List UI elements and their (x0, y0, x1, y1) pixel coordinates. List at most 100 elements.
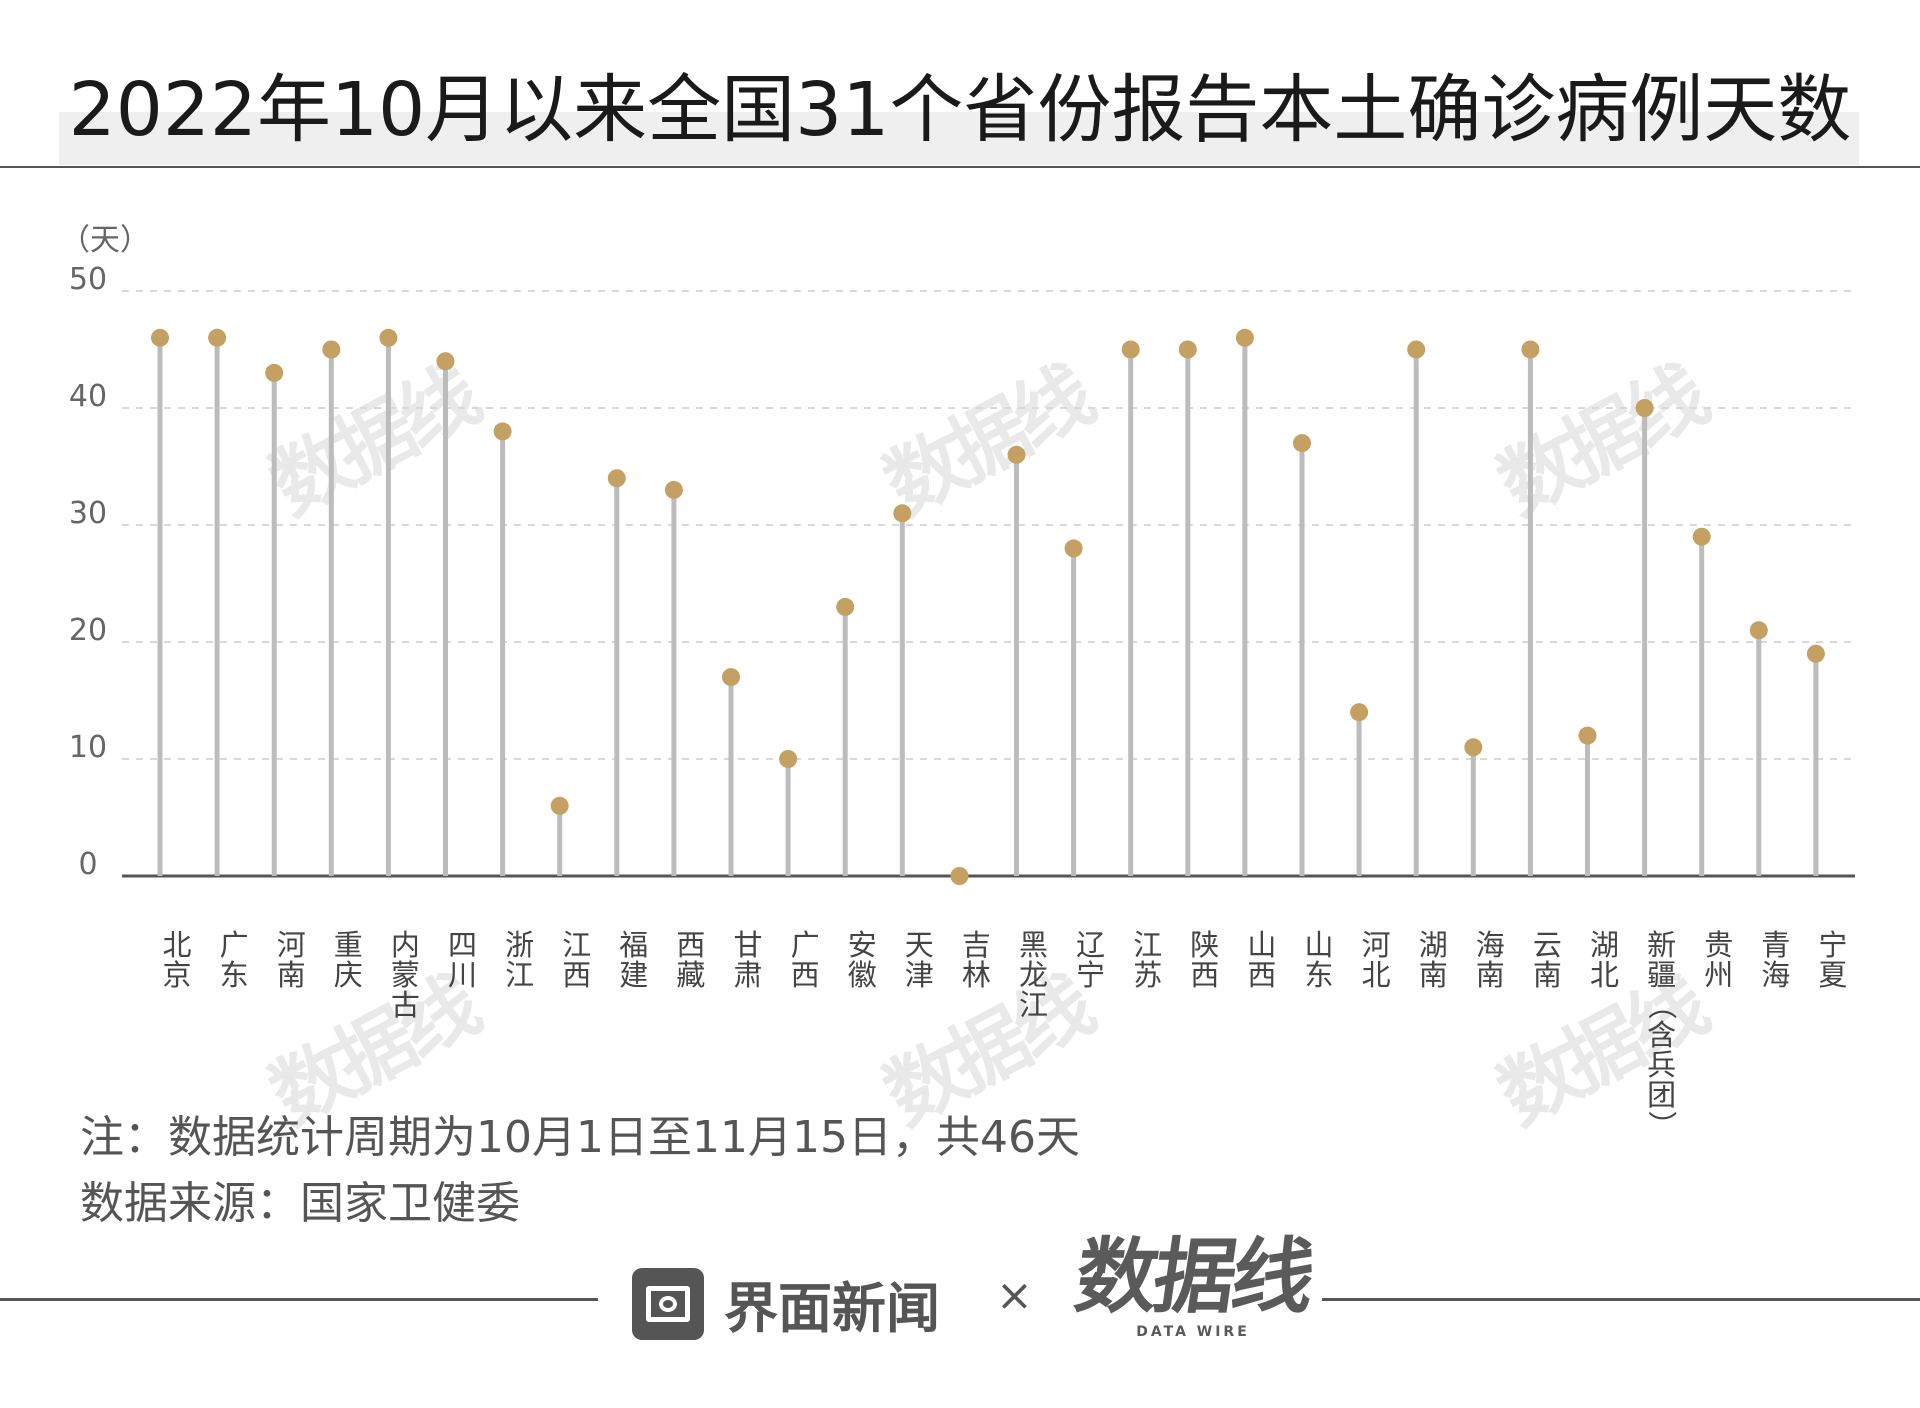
lollipop-dot (1121, 340, 1140, 359)
x-tick-label: 东 (1304, 958, 1333, 992)
lollipop-dot (436, 352, 455, 371)
note-period: 注：数据统计周期为10月1日至11月15日，共46天 (80, 1112, 1080, 1163)
chart-title: 2022年10月以来全国31个省份报告本土确诊病例天数 (68, 67, 1852, 153)
x-tick-label: 宁 (1076, 958, 1105, 992)
x-tick-label: 含 (1647, 1018, 1676, 1052)
x-tick-label: 湖 (1590, 928, 1619, 962)
x-tick-label: 徽 (848, 958, 877, 992)
datawire-logo-text: 数据线 (1069, 1230, 1317, 1325)
lollipop-dot (379, 328, 398, 347)
x-tick-label: 贵 (1704, 928, 1733, 962)
x-tick-label: 南 (1476, 958, 1505, 992)
jiemian-logo-icon (632, 1267, 704, 1340)
x-tick-label: 福 (619, 928, 648, 962)
lollipop-dot (1178, 340, 1197, 359)
lollipop-dot (265, 363, 284, 382)
x-tick-label: 内 (391, 928, 420, 962)
lollipop-dot (1749, 621, 1768, 640)
jiemian-logo-text: 界面新闻 (724, 1277, 940, 1340)
x-tick-label: 南 (1533, 958, 1562, 992)
x-tick-label: 蒙 (391, 958, 420, 992)
lollipop-dot (493, 422, 512, 441)
lollipop-dot (1464, 738, 1483, 757)
x-tick-label: 西 (1247, 958, 1276, 992)
jiemian-logo: 界面新闻 (632, 1264, 940, 1343)
datawire-logo: 数据线 DATA WIRE (1069, 1228, 1316, 1340)
lollipop-dot (664, 480, 683, 499)
x-tick-label: 庆 (334, 958, 363, 992)
x-tick-label: 天 (905, 928, 934, 962)
x-tick-label: 北 (1362, 958, 1391, 992)
x-tick-label: 宁 (1818, 928, 1847, 962)
x-tick-label: 北 (162, 928, 191, 962)
x-tick-label: 青 (1761, 928, 1790, 962)
lollipop-dot (1235, 328, 1254, 347)
note-source: 数据来源：国家卫健委 (80, 1178, 520, 1229)
y-tick-label: 50 (69, 262, 107, 297)
x-tick-label: 浙 (505, 928, 534, 962)
lollipop-dot (607, 469, 626, 488)
lollipop-dot (1635, 399, 1654, 417)
x-tick-label: 疆 (1647, 958, 1676, 992)
times-sign: × (996, 1270, 1033, 1321)
title-rule (0, 166, 1920, 168)
x-tick-label: 河 (1362, 928, 1391, 962)
y-unit-label: （天） (60, 223, 150, 258)
x-tick-label: 江 (1019, 988, 1048, 1022)
x-tick-label: 新 (1647, 928, 1676, 962)
x-tick-label: 津 (905, 958, 934, 992)
x-tick-label: 东 (220, 958, 249, 992)
y-tick-label: 30 (69, 496, 107, 531)
x-tick-label: 辽 (1076, 928, 1105, 962)
lollipop-dot (550, 796, 569, 815)
x-tick-label: 海 (1761, 958, 1790, 992)
x-tick-label: 四 (448, 928, 477, 962)
x-tick-label: 西 (791, 958, 820, 992)
lollipop-dot (1407, 340, 1426, 359)
x-tick-label: 古 (391, 988, 420, 1022)
x-tick-label: 南 (277, 958, 306, 992)
lollipop-dot (950, 867, 969, 885)
notes: 注：数据统计周期为10月1日至11月15日，共46天 数据来源：国家卫健委 (80, 1105, 1080, 1237)
title-background (59, 112, 1859, 165)
x-tick-label: 甘 (733, 928, 762, 962)
x-tick-label: 陕 (1190, 928, 1219, 962)
x-tick-label: 吉 (962, 928, 991, 962)
x-tick-label: 西 (1190, 958, 1219, 992)
y-tick-label: 10 (69, 730, 107, 765)
x-tick-label: 州 (1704, 958, 1733, 992)
x-tick-label: 安 (848, 928, 877, 962)
x-tick-label: 南 (1419, 958, 1448, 992)
x-tick-label: 江 (1133, 928, 1162, 962)
lollipop-dot (1578, 726, 1597, 745)
x-tick-label: 京 (162, 958, 191, 992)
x-tick-label: 川 (448, 958, 477, 992)
x-tick-label: 山 (1304, 928, 1333, 962)
x-tick-label: （ (1645, 990, 1679, 1019)
lollipop-dot (1521, 340, 1540, 359)
x-tick-label: 江 (562, 928, 591, 962)
x-tick-label: 北 (1590, 958, 1619, 992)
x-tick-label: 广 (220, 928, 249, 962)
lollipop-dot (836, 597, 855, 616)
y-tick-label: 40 (69, 379, 107, 414)
x-tick-label: 黑 (1019, 928, 1048, 962)
lollipop-dot (151, 328, 169, 347)
lollipop-dot (1350, 703, 1369, 722)
x-tick-label: 云 (1533, 928, 1562, 962)
x-tick-label: 山 (1247, 928, 1276, 962)
x-tick-label: 江 (505, 958, 534, 992)
lollipop-dot (1692, 527, 1711, 546)
lollipop-dot (893, 504, 912, 523)
x-tick-label: 夏 (1818, 958, 1847, 992)
datawire-logo-sub: DATA WIRE (1136, 1324, 1250, 1340)
lollipop-dot (322, 340, 341, 359)
x-tick-label: 海 (1476, 928, 1505, 962)
x-tick-label: 龙 (1019, 958, 1048, 992)
lollipop-dot (722, 668, 740, 687)
x-tick-label: ） (1645, 1110, 1679, 1139)
lollipop-dot (779, 750, 798, 768)
lollipop-dot (1007, 445, 1026, 464)
x-tick-label: 团 (1647, 1078, 1676, 1112)
